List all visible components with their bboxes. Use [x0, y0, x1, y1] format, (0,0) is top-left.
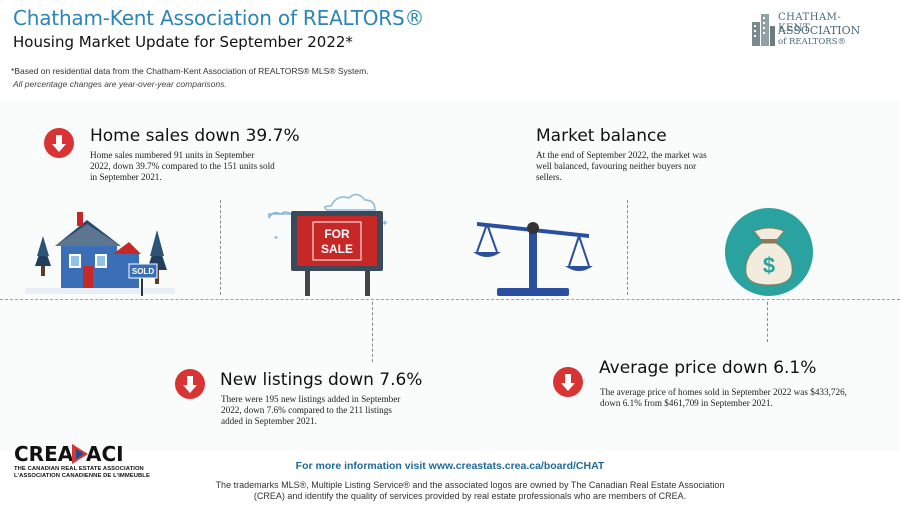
home-sales-line2: 2022, down 39.7% compared to the 151 uni…: [90, 161, 275, 171]
down-arrow-icon: [175, 369, 205, 399]
separator-line: [767, 302, 768, 342]
page-title: Chatham-Kent Association of REALTORS®: [13, 6, 425, 30]
new-listings-line1: There were 195 new listings added in Sep…: [221, 394, 401, 404]
ck-logo-line2: ASSOCIATION: [778, 24, 861, 37]
avg-price-heading: Average price down 6.1%: [599, 358, 817, 378]
yoy-note: All percentage changes are year-over-yea…: [13, 79, 227, 89]
home-sales-line1: Home sales numbered 91 units in Septembe…: [90, 150, 255, 160]
trademark-notice: The trademarks MLS®, Multiple Listing Se…: [190, 480, 750, 502]
money-bag-icon: $: [725, 208, 813, 296]
data-source-note: *Based on residential data from the Chat…: [11, 66, 369, 76]
avg-price-line2: down 6.1% from $461,709 in September 202…: [600, 398, 773, 408]
market-balance-heading: Market balance: [536, 126, 667, 146]
market-balance-line2: well balanced, favouring neither buyers …: [536, 161, 697, 171]
house-sold-icon: SOLD: [25, 212, 175, 296]
dollar-symbol: $: [763, 253, 775, 278]
ck-logo-line3: of REALTORS®: [778, 37, 847, 47]
crea-name-en: THE CANADIAN REAL ESTATE ASSOCIATION: [14, 466, 144, 472]
separator-line: [372, 302, 373, 362]
crea-maple-leaf-icon: [72, 444, 88, 464]
timeline-divider: [0, 299, 900, 300]
crea-logo-word: CREA: [14, 442, 74, 466]
for-sale-line1: FOR: [324, 227, 350, 241]
svg-text:✦: ✦: [381, 218, 389, 228]
market-balance-line3: sellers.: [536, 172, 562, 182]
ck-association-logo: CHATHAM-KENT ASSOCIATION of REALTORS®: [750, 12, 870, 48]
svg-text:✦: ✦: [273, 234, 279, 242]
separator-line: [627, 200, 628, 295]
crea-name-fr: L'ASSOCIATION CANADIENNE DE L'IMMEUBLE: [14, 473, 150, 479]
sold-sign-text: SOLD: [132, 267, 154, 276]
home-sales-heading: Home sales down 39.7%: [90, 126, 300, 146]
new-listings-line2: 2022, down 7.6% compared to the 211 list…: [221, 405, 392, 415]
for-sale-sign-icon: ✦ ✦ FOR SALE: [268, 193, 389, 296]
ck-logo-line1: CHATHAM-KENT: [778, 12, 842, 34]
crea-logo: CREA ACI THE CANADIAN REAL ESTATE ASSOCI…: [14, 442, 150, 492]
new-listings-line3: added in September 2021.: [221, 416, 317, 426]
trademark-line2: (CREA) and identify the quality of servi…: [253, 491, 687, 501]
down-arrow-icon: [553, 367, 583, 397]
down-arrow-icon: [44, 128, 74, 158]
trademark-line1: The trademarks MLS®, Multiple Listing Se…: [215, 480, 725, 490]
new-listings-heading: New listings down 7.6%: [220, 370, 423, 390]
more-info-link[interactable]: For more information visit www.creastats…: [295, 460, 605, 472]
market-balance-line1: At the end of September 2022, the market…: [536, 150, 707, 160]
for-sale-line2: SALE: [321, 242, 353, 256]
avg-price-line1: The average price of homes sold in Septe…: [600, 387, 847, 397]
page-subtitle: Housing Market Update for September 2022…: [13, 33, 353, 51]
home-sales-line3: in September 2021.: [90, 172, 162, 182]
ck-building-icon: [752, 14, 775, 46]
balance-scale-icon: [473, 222, 593, 296]
separator-line: [220, 200, 221, 295]
aci-logo-word: ACI: [86, 442, 124, 466]
header: [0, 0, 900, 62]
